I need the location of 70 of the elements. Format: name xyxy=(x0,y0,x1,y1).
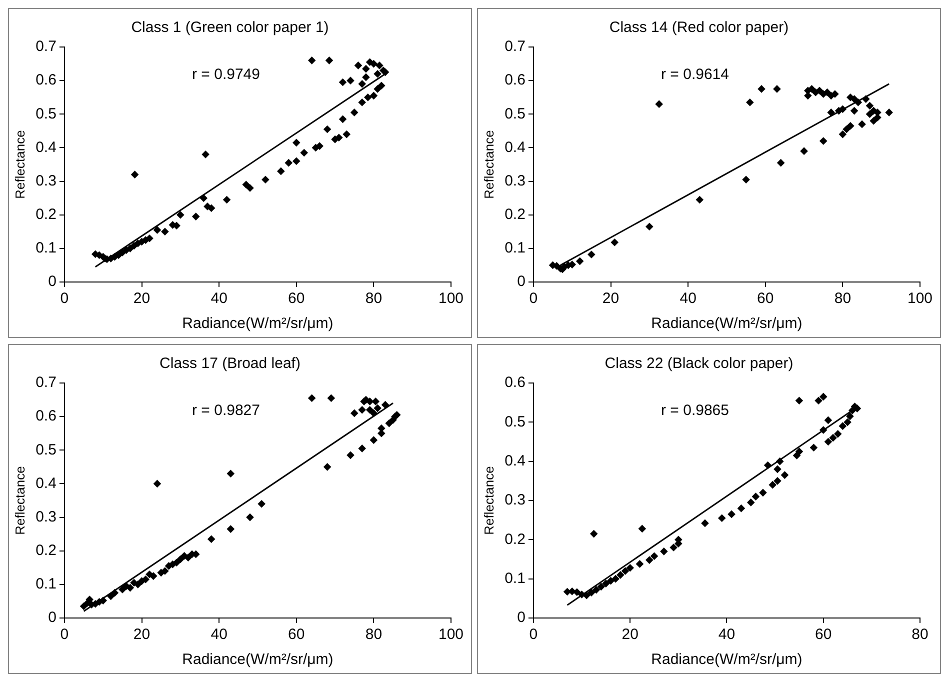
y-tick-label: 0.5 xyxy=(504,413,526,430)
y-tick-label: 0.1 xyxy=(36,576,56,593)
x-tick-label: 100 xyxy=(438,290,464,308)
y-axis-title: Reflectance xyxy=(12,466,28,535)
y-tick-label: 0.5 xyxy=(36,441,56,458)
y-tick-label: 0.6 xyxy=(36,408,56,425)
y-tick-label: 0 xyxy=(517,273,526,290)
y-tick-label: 0.2 xyxy=(36,542,56,559)
x-tick-label: 60 xyxy=(815,626,832,644)
x-axis-title: Radiance(W/m²/sr/μm) xyxy=(651,651,802,668)
y-tick-label: 0.1 xyxy=(504,570,526,587)
x-tick-label: 0 xyxy=(60,626,69,644)
chart-title: Class 14 (Red color paper) xyxy=(609,19,789,36)
x-axis-title: Radiance(W/m²/sr/μm) xyxy=(651,315,802,332)
x-tick-label: 60 xyxy=(288,290,305,308)
x-tick-label: 100 xyxy=(907,290,933,308)
y-axis-title: Reflectance xyxy=(12,130,28,199)
y-tick-label: 0.7 xyxy=(36,374,56,392)
annotation: r = 0.9827 xyxy=(192,402,260,420)
y-tick-label: 0.2 xyxy=(504,530,526,548)
x-tick-label: 40 xyxy=(210,626,228,644)
chart-title: Class 22 (Black color paper) xyxy=(604,355,794,372)
y-tick-label: 0.3 xyxy=(504,172,526,190)
x-tick-label: 20 xyxy=(622,626,638,644)
chart-title: Class 17 (Broad leaf) xyxy=(160,355,300,372)
x-tick-label: 0 xyxy=(529,290,538,308)
y-tick-label: 0.3 xyxy=(36,508,56,526)
x-tick-label: 80 xyxy=(365,626,382,644)
annotation: r = 0.9614 xyxy=(661,66,729,84)
x-tick-label: 40 xyxy=(210,290,228,308)
annotation: r = 0.9865 xyxy=(661,402,729,420)
x-tick-label: 0 xyxy=(60,290,69,308)
x-tick-label: 60 xyxy=(757,290,774,308)
chart-title: Class 1 (Green color paper 1) xyxy=(131,19,329,36)
y-tick-label: 0 xyxy=(48,273,56,290)
y-tick-label: 0.3 xyxy=(36,172,56,190)
x-tick-label: 20 xyxy=(133,290,150,308)
y-tick-label: 0 xyxy=(48,609,56,626)
y-tick-label: 0.6 xyxy=(504,374,526,392)
y-tick-label: 0.2 xyxy=(504,206,526,223)
x-axis-title: Radiance(W/m²/sr/μm) xyxy=(182,315,334,332)
y-tick-label: 0.4 xyxy=(36,138,56,156)
y-tick-label: 0.6 xyxy=(36,72,56,89)
y-tick-label: 0.5 xyxy=(36,105,56,122)
y-tick-label: 0.6 xyxy=(504,72,526,89)
y-tick-label: 0.5 xyxy=(504,105,526,122)
x-tick-label: 80 xyxy=(365,290,382,308)
x-tick-label: 40 xyxy=(718,626,736,644)
y-tick-label: 0.2 xyxy=(36,206,56,223)
y-tick-label: 0.1 xyxy=(504,240,526,257)
y-tick-label: 0.7 xyxy=(504,38,526,56)
x-tick-label: 80 xyxy=(912,626,928,644)
x-tick-label: 0 xyxy=(529,626,538,644)
x-tick-label: 60 xyxy=(288,626,305,644)
y-tick-label: 0.7 xyxy=(36,38,56,56)
y-axis-title: Reflectance xyxy=(481,130,496,199)
x-tick-label: 100 xyxy=(438,626,464,644)
x-tick-label: 20 xyxy=(133,626,150,644)
x-tick-label: 80 xyxy=(834,290,852,308)
y-tick-label: 0.1 xyxy=(36,240,56,257)
x-tick-label: 40 xyxy=(680,290,696,308)
x-tick-label: 20 xyxy=(602,290,620,308)
y-tick-label: 0.3 xyxy=(504,492,526,509)
y-tick-label: 0.4 xyxy=(504,138,526,156)
annotation: r = 0.9749 xyxy=(192,66,260,84)
y-tick-label: 0.4 xyxy=(504,452,526,470)
y-axis-title: Reflectance xyxy=(481,466,496,535)
y-tick-label: 0.4 xyxy=(36,474,56,492)
x-axis-title: Radiance(W/m²/sr/μm) xyxy=(182,651,334,668)
y-tick-label: 0 xyxy=(517,609,526,626)
